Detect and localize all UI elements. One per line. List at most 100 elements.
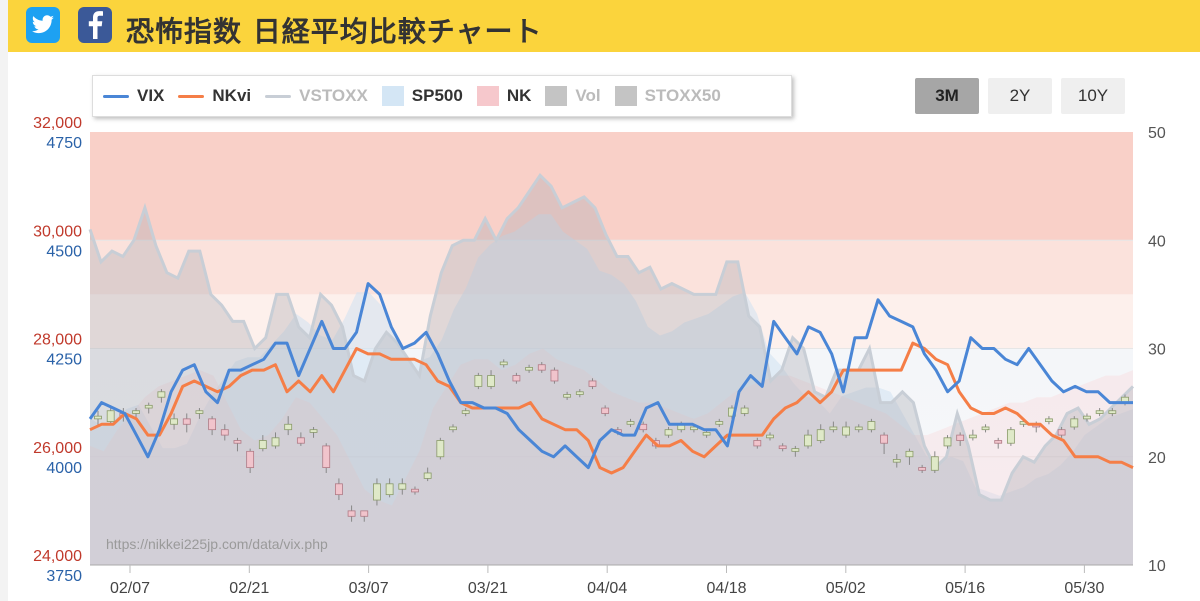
nk-candle-body <box>94 415 102 420</box>
page-title: 恐怖指数 日経平均比較チャート <box>126 15 543 48</box>
x-axis-label: 05/02 <box>826 580 866 597</box>
legend-swatch <box>476 86 499 106</box>
nk-candle-body <box>284 423 293 431</box>
x-axis-label: 02/07 <box>110 580 150 597</box>
legend-item-vol[interactable]: Vol <box>545 86 601 106</box>
nk-candle-body <box>258 440 267 450</box>
x-axis-label: 02/21 <box>229 580 269 597</box>
nk-candle-body <box>411 488 419 493</box>
legend-label: VIX <box>137 86 165 105</box>
range-10y-button[interactable]: 10Y <box>1061 78 1125 114</box>
nk-candle-body <box>626 421 635 425</box>
x-axis-label: 03/07 <box>349 580 389 597</box>
nk-candle-body <box>854 426 863 431</box>
nk-candle-body <box>1057 429 1066 436</box>
nk-candle-body <box>537 364 546 371</box>
nk-candle-body <box>690 426 698 431</box>
x-axis-label: 04/04 <box>587 580 627 597</box>
legend-item-vix[interactable]: VIX <box>103 86 164 106</box>
nk-candle-body <box>740 407 749 414</box>
nk-candle-body <box>715 421 724 425</box>
legend-item-stoxx50[interactable]: STOXX50 <box>614 86 721 106</box>
nk-candle-body <box>322 445 331 468</box>
nk-candle-body <box>1095 410 1104 414</box>
nk-candle-body <box>525 367 533 371</box>
nk-candle-body <box>423 472 432 479</box>
range-3m-button[interactable]: 3M <box>915 78 979 114</box>
nk-candle-body <box>106 410 115 422</box>
vix-line <box>88 282 1133 470</box>
nk-candle-body <box>233 440 242 444</box>
nk-axis-tick: 32,000 <box>33 115 82 132</box>
nk-candle-body <box>601 407 610 414</box>
nk-candle-body <box>753 440 762 447</box>
legend-label: STOXX50 <box>644 86 721 105</box>
legend-label: SP500 <box>411 86 463 105</box>
vix-axis-tick: 40 <box>1148 233 1166 250</box>
legend-item-nk[interactable]: NK <box>476 86 531 106</box>
nk-candle-body <box>943 437 952 447</box>
nk-candle-body <box>132 410 140 414</box>
nk-candle-body <box>816 429 825 441</box>
legend-label: VSTOXX <box>299 86 368 105</box>
nk-candle-body <box>968 434 977 439</box>
nk-candle-body <box>347 510 356 517</box>
twitter-icon[interactable] <box>26 7 60 43</box>
nk-candle-body <box>550 369 559 382</box>
nk-candle-body <box>778 445 787 450</box>
nk-candle-body <box>1070 418 1079 428</box>
facebook-f-glyph <box>88 11 103 39</box>
nk-candle-body <box>791 448 800 452</box>
nk-candle-body <box>398 483 407 490</box>
vix-axis-tick: 20 <box>1148 450 1166 467</box>
nk-candle-body <box>499 361 508 366</box>
nk-candle-body <box>271 437 280 447</box>
nk-candle-body <box>474 375 483 387</box>
nk-candle-body <box>144 404 153 409</box>
nkvi-line <box>89 341 1134 475</box>
watermark-url: https://nikkei225jp.com/data/vix.php <box>106 536 328 552</box>
legend-swatch <box>178 94 205 98</box>
sp500-axis-tick: 4250 <box>46 352 82 369</box>
nk-candle-body <box>994 440 1003 444</box>
legend-item-nkvi[interactable]: NKvi <box>178 86 251 106</box>
sp500-axis-tick: 3750 <box>46 568 82 585</box>
vstoxx-line <box>88 172 1135 502</box>
legend-label: Vol <box>575 86 601 105</box>
header-bar: 恐怖指数 日経平均比較チャート <box>8 0 1200 52</box>
legend-item-sp500[interactable]: SP500 <box>381 86 463 106</box>
nk-candle-body <box>170 418 178 425</box>
legend-swatch <box>614 86 637 106</box>
nk-candle-body <box>360 510 369 517</box>
nk-candle-body <box>575 391 584 395</box>
legend-item-vstoxx[interactable]: VSTOXX <box>265 86 368 106</box>
chart-legend: VIX NKvi VSTOXX SP500 NK Vol STOXX50 <box>92 75 792 117</box>
nk-candle-body <box>892 459 901 463</box>
nk-candle-body <box>867 421 876 431</box>
nk-candle-body <box>195 410 204 414</box>
x-axis-label: 04/18 <box>706 580 746 597</box>
nk-candle-body <box>208 418 217 431</box>
vix-axis-tick: 30 <box>1148 342 1166 359</box>
sp500-axis-tick: 4000 <box>46 460 82 477</box>
nk-candle-body <box>563 394 572 398</box>
nk-candle-body <box>1045 418 1053 422</box>
nk-candle-body <box>930 456 939 471</box>
nk-axis-tick: 28,000 <box>33 332 82 349</box>
vix-axis-tick: 10 <box>1148 558 1166 575</box>
nk-candle-body <box>436 440 445 458</box>
nk-axis-tick: 26,000 <box>33 440 82 457</box>
nk-candle-body <box>1108 410 1117 414</box>
nk-candle-body <box>385 483 394 496</box>
facebook-icon[interactable] <box>78 7 112 43</box>
vstoxx-area <box>90 175 1133 566</box>
nk-candle-body <box>1006 429 1015 444</box>
nk-candle-body <box>981 426 990 431</box>
legend-swatch <box>265 94 292 98</box>
nk-candle-body <box>588 380 597 387</box>
nk-axis-tick: 24,000 <box>33 548 82 565</box>
nk-candle-body <box>804 434 812 447</box>
range-2y-button[interactable]: 2Y <box>988 78 1052 114</box>
nk-candle-body <box>487 375 495 387</box>
nk-candle-body <box>335 483 343 496</box>
